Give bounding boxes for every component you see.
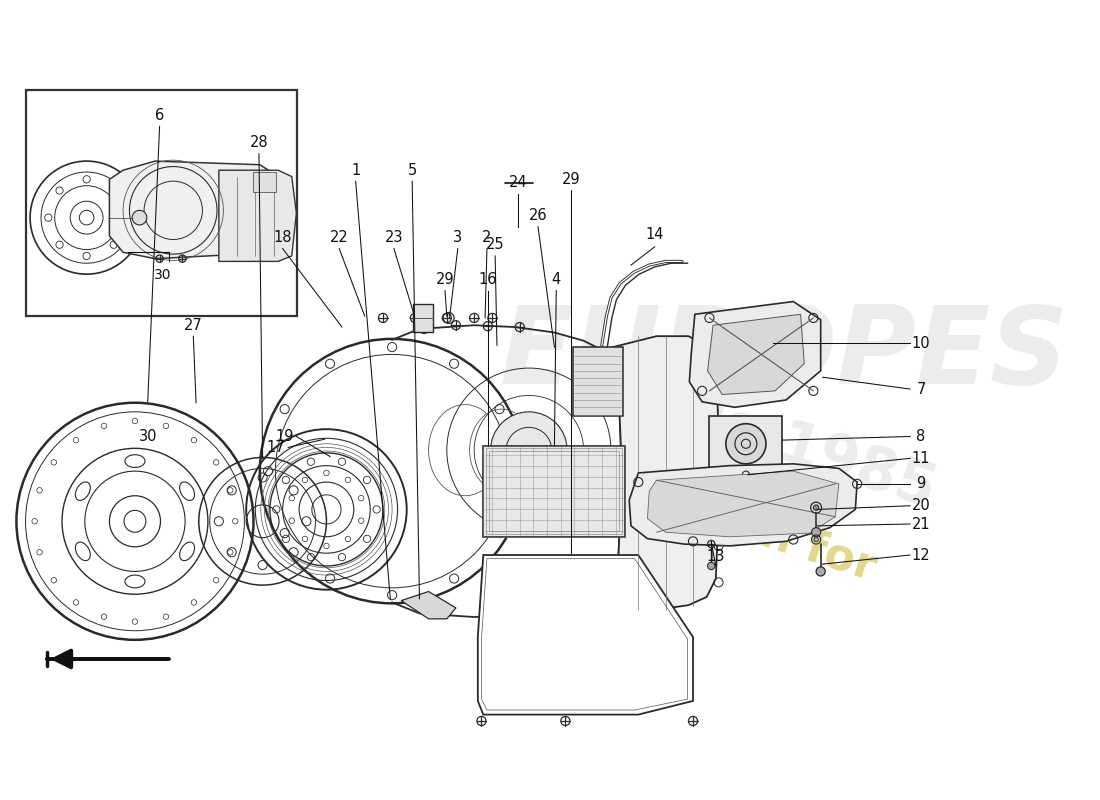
Text: 10: 10 xyxy=(912,336,931,351)
Bar xyxy=(486,448,621,534)
Text: 30: 30 xyxy=(154,268,172,282)
Circle shape xyxy=(707,562,715,570)
Text: 20: 20 xyxy=(912,498,931,514)
Text: 17: 17 xyxy=(266,440,285,455)
Text: 14: 14 xyxy=(646,226,664,242)
Bar xyxy=(483,446,625,537)
Bar xyxy=(573,347,623,415)
Text: 11: 11 xyxy=(912,451,931,466)
Polygon shape xyxy=(602,336,720,610)
Bar xyxy=(710,417,782,471)
Text: 7: 7 xyxy=(916,382,926,397)
Text: 16: 16 xyxy=(478,272,497,287)
Text: 21: 21 xyxy=(912,517,931,531)
Circle shape xyxy=(813,505,818,510)
Polygon shape xyxy=(707,314,804,394)
Text: 29: 29 xyxy=(436,272,454,287)
Text: 30: 30 xyxy=(139,429,157,444)
Circle shape xyxy=(814,538,818,542)
Polygon shape xyxy=(219,170,296,262)
Bar xyxy=(414,304,433,332)
Polygon shape xyxy=(477,555,693,714)
Polygon shape xyxy=(629,464,857,546)
Circle shape xyxy=(812,528,821,537)
Polygon shape xyxy=(402,591,455,619)
Text: 8: 8 xyxy=(916,429,925,444)
Text: 23: 23 xyxy=(385,230,404,245)
Text: 12: 12 xyxy=(912,547,931,562)
Text: 5: 5 xyxy=(407,162,417,178)
Circle shape xyxy=(726,424,766,464)
Text: 6: 6 xyxy=(155,108,164,123)
Circle shape xyxy=(741,492,750,502)
Polygon shape xyxy=(690,302,821,407)
Text: 24: 24 xyxy=(508,175,527,190)
Circle shape xyxy=(491,412,568,489)
Text: 2: 2 xyxy=(482,230,492,245)
Text: 19: 19 xyxy=(275,429,294,444)
Bar xyxy=(483,446,625,537)
Text: 13: 13 xyxy=(706,550,725,564)
Text: 4: 4 xyxy=(551,272,561,287)
Text: 25: 25 xyxy=(486,238,505,253)
Text: 29: 29 xyxy=(561,172,580,187)
Text: 28: 28 xyxy=(250,135,268,150)
Text: 1: 1 xyxy=(351,162,361,178)
Polygon shape xyxy=(648,471,839,537)
Polygon shape xyxy=(109,161,283,258)
Text: EUROPES: EUROPES xyxy=(499,302,1069,407)
Text: 22: 22 xyxy=(330,230,349,245)
Bar xyxy=(253,172,276,192)
Bar xyxy=(25,90,297,316)
Text: 26: 26 xyxy=(529,208,548,223)
Text: 9: 9 xyxy=(916,476,925,491)
Text: since 1985: since 1985 xyxy=(590,354,943,518)
Text: 3: 3 xyxy=(453,230,462,245)
Text: 18: 18 xyxy=(274,230,292,245)
Text: a passion for: a passion for xyxy=(559,448,882,590)
Circle shape xyxy=(816,567,825,576)
Bar xyxy=(488,451,619,531)
Text: 27: 27 xyxy=(184,318,202,333)
Circle shape xyxy=(132,210,146,225)
